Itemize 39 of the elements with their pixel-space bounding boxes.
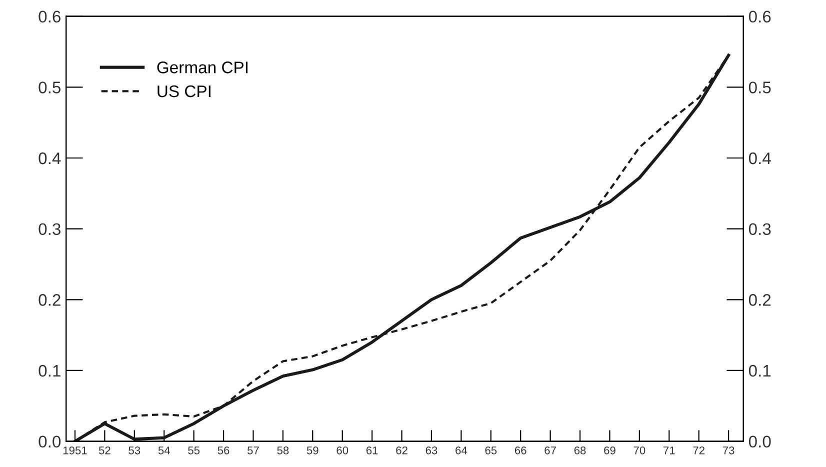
x-tick-label: 58: [277, 446, 289, 454]
y2-tick-label: 0.0: [748, 436, 771, 448]
x-tick-label: 72: [693, 446, 704, 454]
y-tick-label: 0.3: [38, 223, 60, 236]
x-tick-label: 55: [188, 446, 200, 454]
y-tick-label: 0.4: [38, 152, 61, 164]
x-tick-label: 1951: [63, 446, 87, 454]
x-tick-label: 66: [514, 446, 526, 454]
x-tick-label: 69: [604, 446, 616, 454]
y2-tick-label: 0.5: [748, 82, 771, 94]
x-tick-label: 64: [456, 446, 468, 454]
x-tick-label: 56: [218, 446, 230, 454]
legend-label: US CPI: [158, 85, 210, 98]
x-tick-label: 52: [98, 446, 110, 454]
x-tick-label: 62: [396, 446, 408, 454]
x-tick-label: 63: [426, 446, 438, 454]
y2-tick-label: 0.4: [748, 152, 771, 164]
y-tick-label: 0.5: [38, 82, 61, 94]
legend-label: German CPI: [157, 62, 248, 74]
x-tick-label: 67: [544, 446, 556, 454]
x-tick-label: 70: [634, 446, 646, 454]
y-tick-label: 0.2: [38, 294, 60, 306]
x-tick-label: 60: [336, 446, 348, 454]
y-tick-label: 0.6: [38, 10, 60, 23]
x-tick-label: 59: [306, 446, 318, 454]
y2-tick-label: 0.6: [748, 10, 771, 23]
x-tick-label: 54: [158, 446, 170, 454]
y-tick-label: 0.1: [38, 364, 60, 377]
x-tick-label: 71: [664, 446, 675, 454]
x-tick-label: 68: [574, 446, 586, 454]
x-tick-label: 65: [485, 446, 497, 454]
x-tick-label: 53: [128, 446, 140, 454]
y2-tick-label: 0.2: [748, 294, 771, 306]
x-tick-label: 61: [366, 446, 378, 454]
y-tick-label: 0.0: [38, 436, 61, 448]
x-tick-label: 57: [248, 446, 259, 454]
x-tick-label: 73: [722, 446, 734, 454]
y2-tick-label: 0.1: [748, 364, 771, 377]
y2-tick-label: 0.3: [748, 223, 771, 236]
